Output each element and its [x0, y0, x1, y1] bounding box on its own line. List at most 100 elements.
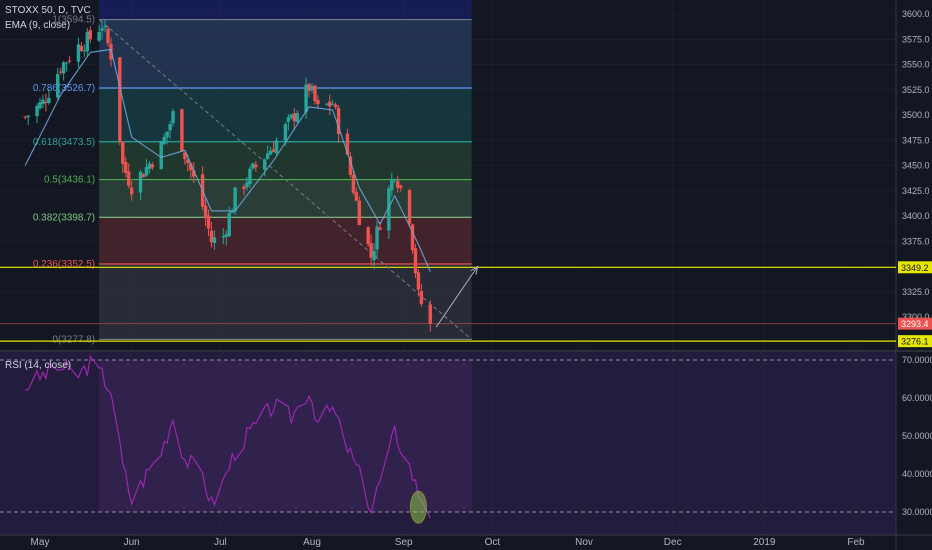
- candle-body: [212, 237, 217, 243]
- current-price-label-bg: [898, 317, 932, 330]
- price-axis-tick-label: 3300.0: [902, 312, 930, 322]
- price-line-label-bg: [898, 261, 932, 274]
- candle-body: [147, 163, 152, 170]
- candle-body: [227, 213, 231, 236]
- candle-body: [245, 182, 249, 187]
- candle-body: [310, 86, 314, 91]
- candle-body: [262, 159, 267, 170]
- candle-body: [171, 111, 175, 124]
- candle-body: [251, 163, 255, 169]
- candle-body: [316, 99, 320, 105]
- candle-body: [372, 250, 376, 261]
- candle-body: [97, 31, 101, 41]
- candle-body: [109, 43, 113, 60]
- candle-body: [254, 164, 258, 168]
- candle-body: [186, 159, 190, 164]
- price-axis-tick-label: 3550.0: [902, 60, 930, 70]
- candle-body: [396, 180, 400, 188]
- candle-body: [265, 153, 270, 159]
- fib-level-label: 0.618(3473.5): [33, 137, 95, 148]
- time-axis-label: May: [31, 537, 50, 548]
- candle-body: [56, 74, 60, 98]
- price-axis-tick-label: 3475.0: [902, 135, 930, 145]
- price-axis-tick-label: 3500.0: [902, 110, 930, 120]
- time-axis-label: Nov: [575, 537, 593, 548]
- candle-body: [325, 103, 329, 105]
- candle-body: [41, 99, 45, 105]
- time-axis-label: Aug: [303, 537, 321, 548]
- time-axis-label: Jul: [214, 537, 227, 548]
- candle-body: [375, 226, 379, 250]
- rsi-legend: RSI (14, close): [5, 360, 72, 371]
- candle-body: [67, 60, 72, 62]
- candle-body: [224, 234, 228, 237]
- candle-body: [289, 114, 294, 118]
- time-axis-label: Feb: [847, 537, 865, 548]
- candle-body: [242, 186, 246, 189]
- candle-body: [268, 150, 273, 155]
- ema-line: [24, 48, 431, 272]
- candle-body: [248, 168, 252, 185]
- candle-body: [121, 142, 125, 164]
- price-axis-tick-label: 3575.0: [902, 34, 930, 44]
- candle-body: [387, 188, 391, 231]
- fib-band: [99, 179, 472, 218]
- time-axis-label: Dec: [664, 537, 682, 548]
- candle-body: [162, 136, 166, 145]
- projection-arrow-head: [470, 265, 479, 275]
- price-axis-tick-label: 3325.0: [902, 287, 930, 297]
- candle-body: [336, 108, 341, 135]
- candle-body: [118, 57, 122, 142]
- candle-body: [369, 243, 373, 258]
- candle-body: [351, 174, 356, 193]
- candle-body: [410, 224, 415, 250]
- candle-body: [283, 124, 288, 141]
- candle-body: [124, 162, 128, 174]
- candle-body: [230, 211, 234, 213]
- time-axis-label: Oct: [485, 537, 501, 548]
- rsi-line: [25, 354, 431, 519]
- candle-body: [274, 140, 279, 154]
- rsi-axis-tick-label: 60.0000: [902, 393, 932, 403]
- fib-level-label: 0.382(3398.7): [33, 212, 95, 223]
- price-axis-tick-label: 3600.0: [902, 9, 930, 19]
- candle-body: [357, 200, 362, 226]
- candle-body: [304, 84, 308, 113]
- candle-body: [159, 142, 163, 170]
- candle-body: [398, 185, 403, 189]
- candle-body: [348, 156, 353, 176]
- price-line-label: 3276.1: [901, 337, 929, 347]
- candle-body: [378, 227, 382, 230]
- fib-level-label: 0.236(3352.5): [33, 259, 95, 270]
- price-line-label: 3349.2: [901, 263, 929, 273]
- rsi-panel-background: [0, 352, 896, 535]
- candle-body: [413, 248, 418, 274]
- fib-level-label: 0(3277.8): [52, 334, 95, 345]
- candle-body: [333, 104, 338, 108]
- candle-body: [85, 31, 90, 52]
- candle-body: [206, 215, 211, 229]
- rsi-axis-tick-label: 70.0000: [902, 355, 932, 365]
- candle-body: [100, 28, 104, 31]
- time-axis-label: Jun: [124, 537, 140, 548]
- candle-body: [64, 62, 69, 64]
- candle-body: [286, 117, 291, 122]
- price-axis-tick-label: 3425.0: [902, 186, 930, 196]
- candle-body: [126, 171, 131, 186]
- candle-body: [295, 113, 299, 122]
- candle-body: [328, 101, 332, 107]
- price-line-label-bg: [898, 335, 932, 348]
- candle-body: [345, 133, 350, 155]
- time-axis-label: Sep: [395, 537, 413, 548]
- candle-body: [38, 102, 42, 109]
- candle-body: [44, 102, 48, 104]
- candle-body: [61, 62, 66, 74]
- rsi-axis-tick-label: 50.0000: [902, 431, 932, 441]
- trendline: [98, 19, 472, 340]
- fib-band: [99, 263, 472, 340]
- projection-arrow-line: [435, 266, 478, 328]
- rsi-axis-tick-label: 30.0000: [902, 507, 932, 517]
- candle-body: [47, 97, 51, 103]
- time-axis-label: 2019: [753, 537, 776, 548]
